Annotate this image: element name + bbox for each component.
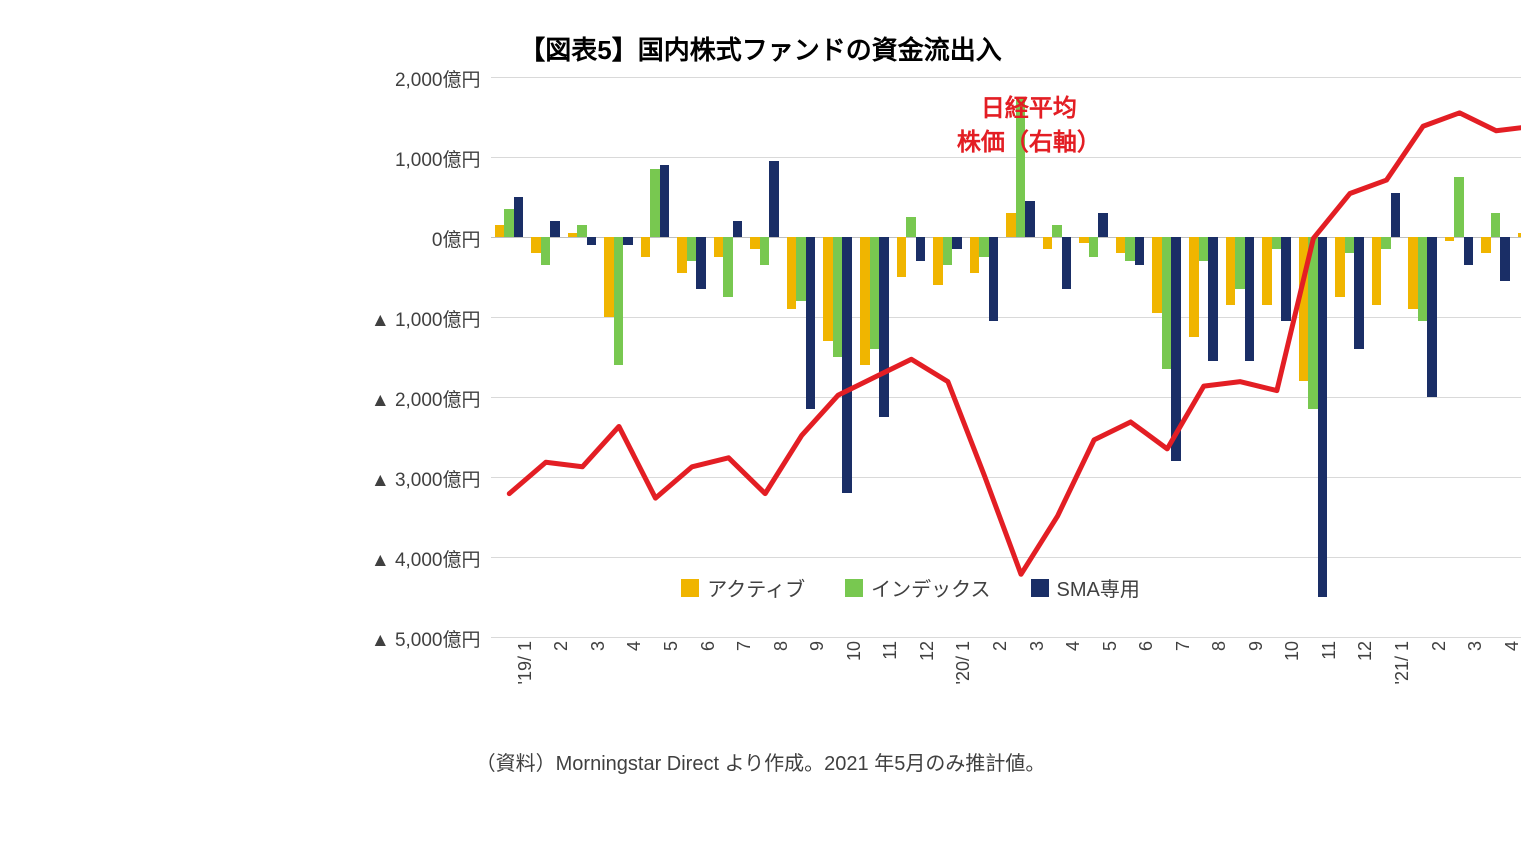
chart-title: 【図表5】国内株式ファンドの資金流出入 [40,30,1481,67]
x-tick: 5 [1100,641,1121,711]
x-tick: 8 [1209,641,1230,711]
y-left-tick: ▲ 5,000億円 [311,625,481,652]
y-left-tick: ▲ 4,000億円 [311,545,481,572]
x-tick: '21/ 1 [1392,641,1413,711]
legend-label: アクティブ [707,573,805,602]
y-left-tick: ▲ 2,000億円 [311,385,481,412]
x-tick: 2 [990,641,1011,711]
y-left-tick: 1,000億円 [311,145,481,172]
x-tick: '19/ 1 [515,641,536,711]
x-tick: 4 [1502,641,1521,711]
x-tick: 3 [588,641,609,711]
chart-container: 【図表5】国内株式ファンドの資金流出入 ▲ 5,000億円▲ 4,000億円▲ … [0,0,1521,844]
nikkei-line-label: 日経平均株価（右軸） [957,92,1101,159]
x-tick: 3 [1465,641,1486,711]
gridline [491,637,1521,638]
y-left-tick: ▲ 3,000億円 [311,465,481,492]
legend: アクティブ インデックス SMA専用 [681,573,1140,602]
x-tick: 4 [624,641,645,711]
x-tick: 2 [551,641,572,711]
x-tick: 6 [1136,641,1157,711]
chart-footnote: （資料）Morningstar Direct より作成。2021 年5月のみ推計… [40,747,1481,776]
legend-swatch [1031,579,1049,597]
x-tick: 9 [807,641,828,711]
x-tick: 7 [1173,641,1194,711]
x-tick: '20/ 1 [953,641,974,711]
legend-swatch [681,579,699,597]
nikkei-line [491,77,1521,637]
x-tick: 5 [661,641,682,711]
x-tick: 3 [1027,641,1048,711]
x-tick: 11 [880,641,901,711]
x-tick: 12 [917,641,938,711]
legend-item: SMA専用 [1031,573,1140,602]
x-tick: 8 [771,641,792,711]
x-tick: 2 [1429,641,1450,711]
x-tick: 9 [1246,641,1267,711]
legend-item: インデックス [845,573,990,602]
x-tick: 10 [844,641,865,711]
y-left-tick: 2,000億円 [311,65,481,92]
x-tick: 4 [1063,641,1084,711]
legend-label: インデックス [871,573,990,602]
x-tick: 10 [1282,641,1303,711]
y-left-tick: 0億円 [311,225,481,252]
legend-item: アクティブ [681,573,805,602]
x-tick: 7 [734,641,755,711]
plot-area: ▲ 5,000億円▲ 4,000億円▲ 3,000億円▲ 2,000億円▲ 1,… [491,77,1521,637]
x-tick: 12 [1355,641,1376,711]
x-tick: 11 [1319,641,1340,711]
legend-label: SMA専用 [1057,573,1140,602]
x-tick: 6 [698,641,719,711]
y-left-tick: ▲ 1,000億円 [311,305,481,332]
legend-swatch [845,579,863,597]
